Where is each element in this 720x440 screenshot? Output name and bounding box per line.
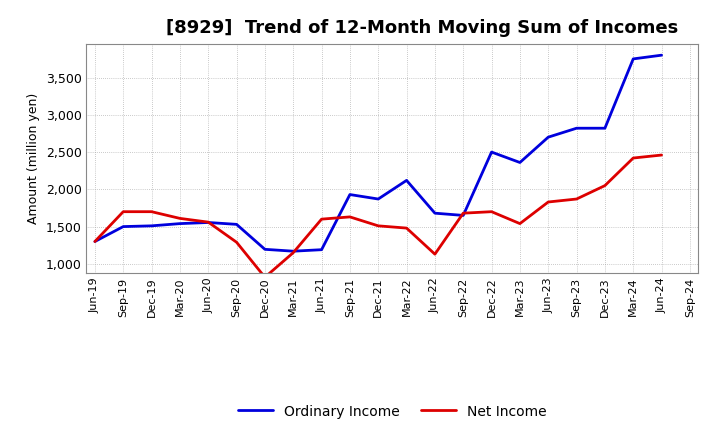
Ordinary Income [289,249,297,254]
Ordinary Income [544,135,552,140]
Net Income [374,223,382,228]
Ordinary Income [233,222,241,227]
Net Income [657,152,666,158]
Net Income [402,225,411,231]
Ordinary Income [459,213,467,218]
Ordinary Income [572,125,581,131]
Ordinary Income [148,223,156,228]
Text: [8929]  Trend of 12-Month Moving Sum of Incomes: [8929] Trend of 12-Month Moving Sum of I… [166,19,678,37]
Ordinary Income [402,178,411,183]
Net Income [572,196,581,202]
Net Income [544,199,552,205]
Net Income [431,252,439,257]
Net Income [148,209,156,214]
Ordinary Income [318,247,326,252]
Ordinary Income [119,224,127,229]
Ordinary Income [600,125,609,131]
Net Income [346,214,354,220]
Net Income [629,155,637,161]
Net Income [516,221,524,226]
Net Income [119,209,127,214]
Ordinary Income [176,221,184,226]
Legend: Ordinary Income, Net Income: Ordinary Income, Net Income [233,399,552,425]
Net Income [289,250,297,255]
Ordinary Income [261,247,269,252]
Net Income [600,183,609,188]
Net Income [487,209,496,214]
Ordinary Income [431,210,439,216]
Ordinary Income [374,196,382,202]
Ordinary Income [91,239,99,244]
Ordinary Income [204,220,212,225]
Net Income [176,216,184,221]
Line: Ordinary Income: Ordinary Income [95,55,662,251]
Net Income [233,240,241,245]
Line: Net Income: Net Income [95,155,662,277]
Ordinary Income [657,52,666,58]
Net Income [318,216,326,222]
Y-axis label: Amount (million yen): Amount (million yen) [27,93,40,224]
Ordinary Income [516,160,524,165]
Ordinary Income [629,56,637,62]
Ordinary Income [346,192,354,197]
Net Income [261,275,269,280]
Net Income [91,239,99,244]
Ordinary Income [487,150,496,155]
Net Income [204,220,212,225]
Net Income [459,210,467,216]
